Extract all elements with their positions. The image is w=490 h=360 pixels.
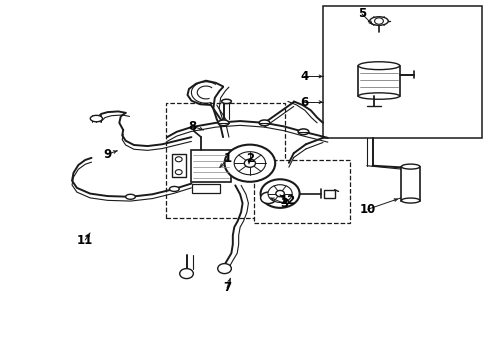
- Ellipse shape: [90, 115, 102, 122]
- Ellipse shape: [358, 93, 400, 99]
- Ellipse shape: [170, 186, 179, 192]
- Bar: [254, 160, 350, 223]
- Ellipse shape: [218, 120, 229, 126]
- Text: 5: 5: [358, 8, 366, 21]
- Circle shape: [218, 264, 231, 274]
- Bar: [192, 184, 220, 193]
- Text: 11: 11: [77, 234, 93, 247]
- Circle shape: [175, 157, 182, 162]
- Text: 12: 12: [280, 194, 296, 207]
- Circle shape: [224, 145, 275, 182]
- Circle shape: [234, 152, 266, 175]
- Bar: [166, 103, 286, 217]
- Text: 7: 7: [223, 282, 231, 294]
- Bar: [401, 167, 420, 201]
- Circle shape: [175, 170, 182, 175]
- Text: 10: 10: [360, 203, 376, 216]
- Ellipse shape: [401, 198, 420, 203]
- Circle shape: [261, 192, 276, 203]
- Ellipse shape: [358, 62, 400, 69]
- Circle shape: [261, 179, 299, 208]
- Circle shape: [180, 269, 194, 279]
- Text: 1: 1: [224, 152, 232, 165]
- Circle shape: [276, 190, 284, 197]
- Text: 2: 2: [246, 152, 254, 165]
- Text: 6: 6: [300, 96, 309, 109]
- Text: 9: 9: [103, 148, 112, 161]
- Ellipse shape: [401, 164, 420, 169]
- Circle shape: [374, 18, 383, 24]
- Text: 4: 4: [300, 70, 309, 83]
- Text: 8: 8: [189, 120, 197, 133]
- Circle shape: [245, 159, 255, 167]
- Bar: [323, 6, 482, 138]
- Bar: [358, 66, 400, 96]
- Bar: [172, 154, 186, 177]
- Ellipse shape: [221, 99, 231, 104]
- Circle shape: [268, 185, 292, 202]
- Text: 3: 3: [280, 197, 288, 210]
- Ellipse shape: [298, 129, 309, 135]
- Bar: [324, 190, 335, 198]
- Ellipse shape: [125, 194, 135, 199]
- Ellipse shape: [370, 17, 388, 25]
- Bar: [191, 150, 231, 182]
- Ellipse shape: [259, 120, 270, 126]
